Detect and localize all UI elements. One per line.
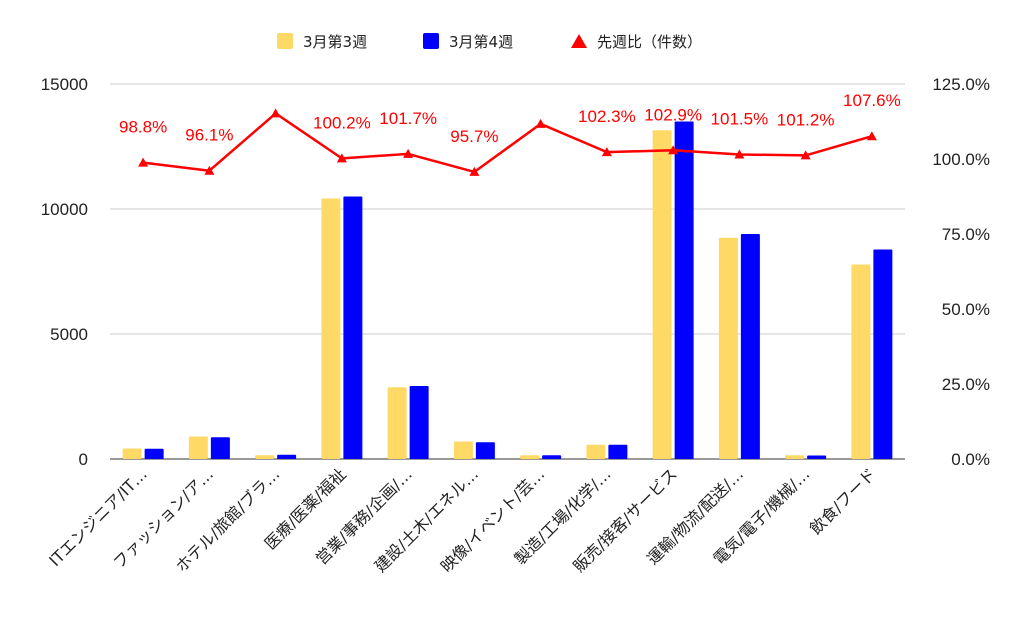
bars [122, 121, 893, 459]
ratio-data-label: 100.2% [313, 113, 371, 132]
left-tick-label: 5000 [50, 325, 88, 344]
left-tick-label: 0 [79, 450, 88, 469]
legend-triangle-icon [571, 34, 587, 48]
left-tick-label: 10000 [41, 200, 88, 219]
ratio-point [668, 145, 679, 155]
bar [321, 198, 341, 459]
bar [144, 448, 164, 459]
right-tick-label: 0.0% [951, 450, 990, 469]
bar [343, 196, 363, 459]
right-tick-label: 50.0% [942, 300, 990, 319]
legend: 3月第3週 3月第4週 先週比（件数） [277, 33, 702, 51]
bar [740, 234, 760, 459]
ratio-data-label: 101.2% [777, 110, 835, 129]
ratio-data-label: 102.9% [644, 105, 702, 124]
bar [387, 387, 407, 459]
ratio-point [866, 131, 877, 141]
gridlines [110, 83, 905, 460]
bar [807, 455, 827, 459]
category-label: 飲食/フード [806, 464, 880, 538]
bar [188, 436, 208, 459]
legend-label: 3月第4週 [449, 33, 513, 51]
ratio-data-label: 101.5% [711, 110, 769, 129]
ratio-data-label: 102.3% [578, 107, 636, 126]
ratio-point [601, 147, 612, 157]
ratio-data-label: 96.1% [185, 126, 233, 145]
legend-label: 先週比（件数） [597, 33, 702, 51]
bar [277, 454, 297, 459]
right-tick-label: 75.0% [942, 225, 990, 244]
ratio-data-label: 98.8% [119, 118, 167, 137]
bar [520, 455, 540, 459]
bar [255, 455, 275, 459]
bar [122, 448, 142, 459]
bar [873, 249, 893, 459]
left-tick-label: 15000 [41, 75, 88, 94]
bar [475, 442, 495, 459]
ratio-point [469, 166, 480, 176]
ratio-point [270, 108, 281, 118]
axes: 0 5000 10000 15000 0.0% 25.0% 50.0% 75.0% 100.0%… [41, 75, 990, 576]
ratio-line [142, 112, 873, 174]
right-tick-label: 25.0% [942, 375, 990, 394]
bar [210, 437, 230, 459]
bar [409, 386, 429, 459]
ratio-data-label: 107.6% [843, 91, 901, 110]
ratio-point [734, 149, 745, 159]
ratio-point [138, 157, 149, 167]
bar [851, 264, 871, 459]
legend-label: 3月第3週 [303, 33, 367, 51]
legend-swatch [423, 33, 439, 49]
right-tick-label: 125.0% [932, 75, 990, 94]
ratio-point [403, 148, 414, 158]
ratio-point [800, 150, 811, 160]
data-labels: 98.8% 96.1% 100.2% 101.7% 95.7% 102.3% 102.9% 1… [119, 91, 901, 146]
right-tick-label: 100.0% [932, 150, 990, 169]
ratio-data-label: 95.7% [450, 127, 498, 146]
bar [674, 121, 694, 459]
bar [608, 444, 628, 459]
bar [718, 237, 738, 459]
ratio-point [204, 165, 215, 175]
bar [652, 130, 672, 459]
bar [586, 444, 606, 459]
ratio-line-series [138, 108, 877, 176]
ratio-data-label: 101.7% [379, 109, 437, 128]
ratio-point [535, 118, 546, 128]
bar [542, 455, 562, 459]
bar [453, 441, 473, 459]
legend-swatch [277, 33, 293, 49]
bar [785, 455, 805, 459]
ratio-point [336, 153, 347, 163]
